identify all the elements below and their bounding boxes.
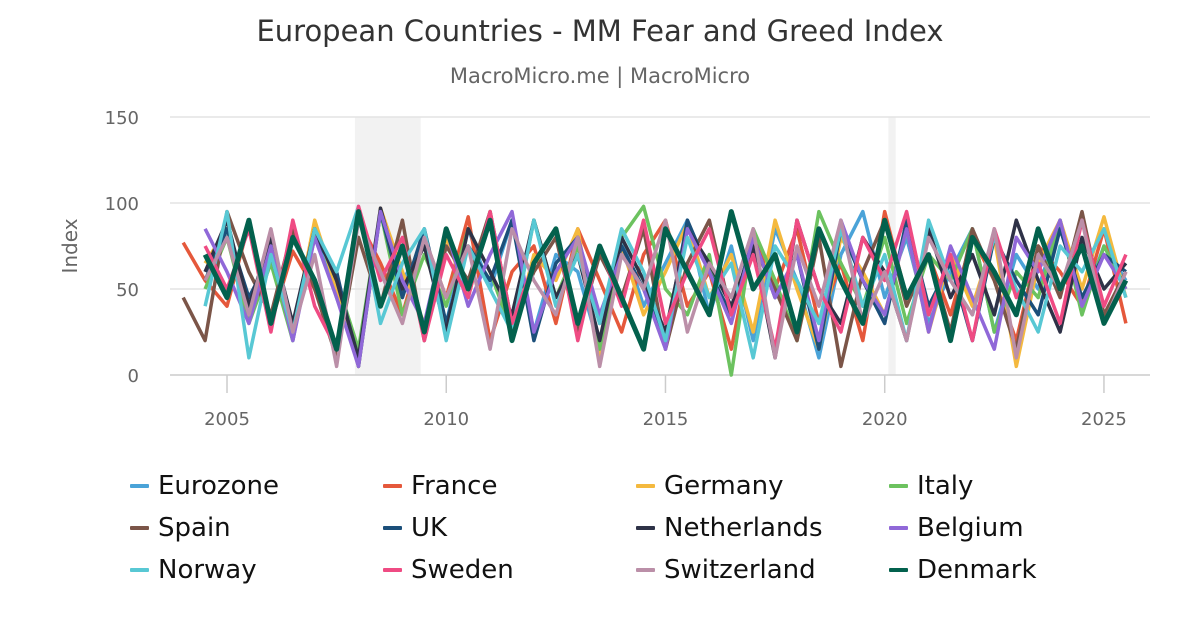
legend-label: Germany [664, 471, 784, 501]
legend-swatch [383, 484, 402, 488]
legend-item-belgium[interactable]: Belgium [889, 508, 1024, 548]
legend-swatch [130, 526, 149, 530]
legend-label: Norway [158, 555, 257, 585]
legend-label: Switzerland [664, 555, 816, 585]
legend-label: Sweden [411, 555, 514, 585]
x-tick-label: 2015 [643, 409, 689, 430]
series-line-sweden [203, 204, 1128, 351]
y-axis-label: Index [58, 218, 82, 273]
y-tick-label: 150 [105, 108, 139, 129]
legend-item-italy[interactable]: Italy [889, 466, 973, 506]
legend-item-switzerland[interactable]: Switzerland [636, 550, 816, 590]
legend-item-spain[interactable]: Spain [130, 508, 231, 548]
legend-swatch [889, 526, 908, 530]
legend-label: UK [411, 513, 448, 543]
chart-title: European Countries - MM Fear and Greed I… [256, 14, 944, 48]
legend-item-france[interactable]: France [383, 466, 497, 506]
legend-label: Eurozone [158, 471, 279, 501]
legend-swatch [636, 484, 655, 488]
legend-label: Italy [917, 471, 974, 501]
y-tick-label: 50 [116, 280, 139, 301]
series-line-belgium [203, 209, 1128, 369]
legend-label: Belgium [917, 513, 1024, 543]
legend-item-sweden[interactable]: Sweden [383, 550, 514, 590]
legend-label: France [411, 471, 498, 501]
legend-item-netherlands[interactable]: Netherlands [636, 508, 823, 548]
x-tick-label: 2010 [423, 409, 469, 430]
series-line-denmark [202, 209, 1129, 352]
x-tick-label: 2005 [204, 409, 250, 430]
legend-label: Netherlands [664, 513, 823, 543]
legend-swatch [636, 568, 655, 572]
legend-label: Spain [158, 513, 231, 543]
line-chart: 0 50 100 150 2005 2010 2015 2020 2025 Index [58, 108, 1150, 430]
legend-swatch [383, 526, 402, 530]
legend-swatch [889, 568, 908, 572]
chart-subtitle: MacroMicro.me | MacroMicro [449, 64, 751, 88]
legend-item-germany[interactable]: Germany [636, 466, 784, 506]
x-tick-label: 2025 [1081, 409, 1127, 430]
legend-swatch [889, 484, 908, 488]
legend-item-norway[interactable]: Norway [130, 550, 257, 590]
y-tick-label: 100 [105, 194, 139, 215]
legend-swatch [383, 568, 402, 572]
y-tick-label: 0 [128, 366, 139, 387]
legend-item-denmark[interactable]: Denmark [889, 550, 1037, 590]
legend-swatch [636, 526, 655, 530]
legend-item-eurozone[interactable]: Eurozone [130, 466, 279, 506]
legend-label: Denmark [917, 555, 1037, 585]
legend-swatch [130, 568, 149, 572]
legend-swatch [130, 484, 149, 488]
legend-item-uk[interactable]: UK [383, 508, 447, 548]
x-tick-label: 2020 [862, 409, 908, 430]
